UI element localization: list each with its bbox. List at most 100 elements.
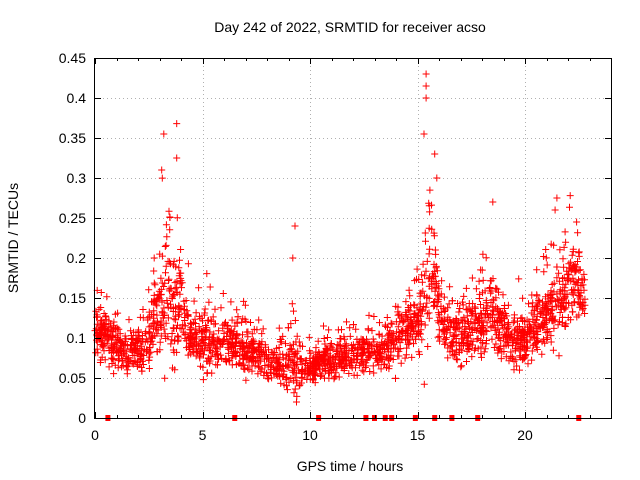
data-point	[288, 348, 296, 356]
data-point	[543, 301, 551, 309]
data-point	[275, 324, 283, 332]
data-point	[437, 290, 445, 298]
data-point	[217, 304, 225, 312]
data-point	[197, 362, 204, 370]
data-point	[498, 309, 506, 317]
data-point	[550, 324, 558, 332]
data-point	[520, 329, 528, 337]
data-point	[564, 270, 572, 278]
data-point	[471, 344, 479, 352]
data-point	[500, 315, 508, 323]
data-point	[478, 310, 485, 318]
spike-point	[173, 120, 181, 128]
data-point	[327, 360, 335, 367]
data-point	[413, 330, 421, 338]
data-point	[150, 279, 158, 287]
data-point	[225, 357, 233, 365]
data-point	[513, 329, 521, 337]
data-point	[145, 286, 153, 294]
data-point	[381, 321, 389, 329]
data-point	[575, 248, 583, 256]
data-point	[515, 275, 523, 283]
data-point	[96, 359, 104, 366]
data-point	[149, 340, 157, 348]
data-point	[475, 277, 483, 285]
data-point	[387, 354, 394, 362]
data-point	[107, 343, 115, 351]
data-point	[244, 328, 252, 336]
data-point	[536, 324, 544, 332]
data-point	[106, 320, 114, 328]
data-point	[428, 285, 436, 293]
data-point	[214, 355, 222, 363]
data-point	[266, 354, 274, 362]
data-point	[205, 298, 213, 306]
y-tick-label: 0.15	[59, 290, 86, 306]
data-point	[163, 299, 171, 307]
data-point	[553, 194, 561, 202]
data-point	[472, 310, 480, 318]
data-point	[511, 347, 519, 355]
data-point	[228, 316, 236, 324]
data-point	[561, 294, 569, 302]
data-point	[435, 326, 443, 334]
data-point	[155, 295, 163, 303]
data-point	[192, 309, 200, 317]
data-point	[173, 214, 181, 222]
data-point	[535, 297, 543, 305]
data-point	[94, 333, 102, 341]
data-point	[448, 297, 456, 305]
data-point	[507, 330, 515, 338]
data-point	[492, 340, 500, 348]
data-point	[509, 338, 517, 346]
data-point	[554, 321, 562, 329]
data-point	[370, 338, 378, 346]
data-point	[420, 380, 428, 388]
data-point	[158, 174, 166, 182]
data-point	[154, 291, 162, 299]
data-point	[229, 335, 237, 343]
data-point	[477, 266, 485, 274]
data-point	[531, 334, 539, 342]
data-point	[210, 320, 218, 328]
data-point	[472, 285, 480, 293]
data-point	[100, 310, 108, 317]
data-point	[578, 302, 586, 310]
spike-point	[420, 130, 428, 138]
data-point	[187, 350, 195, 358]
data-point	[471, 303, 479, 311]
data-point	[157, 332, 165, 340]
data-point	[570, 278, 578, 286]
data-point	[256, 340, 264, 348]
data-point	[162, 241, 170, 249]
data-point	[174, 308, 182, 316]
data-point	[306, 375, 314, 383]
data-point	[149, 298, 157, 306]
data-point	[569, 291, 577, 299]
data-point	[437, 302, 445, 310]
data-point	[530, 306, 538, 314]
data-point	[487, 277, 495, 285]
data-point	[234, 313, 242, 321]
data-point	[441, 306, 449, 314]
data-point	[440, 293, 448, 301]
data-point	[139, 335, 146, 343]
data-point	[211, 305, 219, 313]
data-point	[244, 364, 252, 372]
data-point	[534, 301, 542, 309]
data-point	[533, 346, 541, 353]
data-point	[154, 318, 161, 326]
data-point	[138, 367, 146, 375]
data-point	[115, 325, 123, 333]
data-point	[499, 324, 507, 332]
data-point	[97, 304, 105, 311]
data-point	[538, 350, 546, 358]
data-point	[497, 355, 505, 363]
data-point	[394, 303, 402, 311]
data-point	[293, 392, 301, 400]
data-point	[292, 338, 300, 346]
data-point	[342, 352, 349, 360]
data-point	[120, 341, 128, 349]
data-point	[322, 345, 330, 353]
data-point	[463, 312, 471, 320]
